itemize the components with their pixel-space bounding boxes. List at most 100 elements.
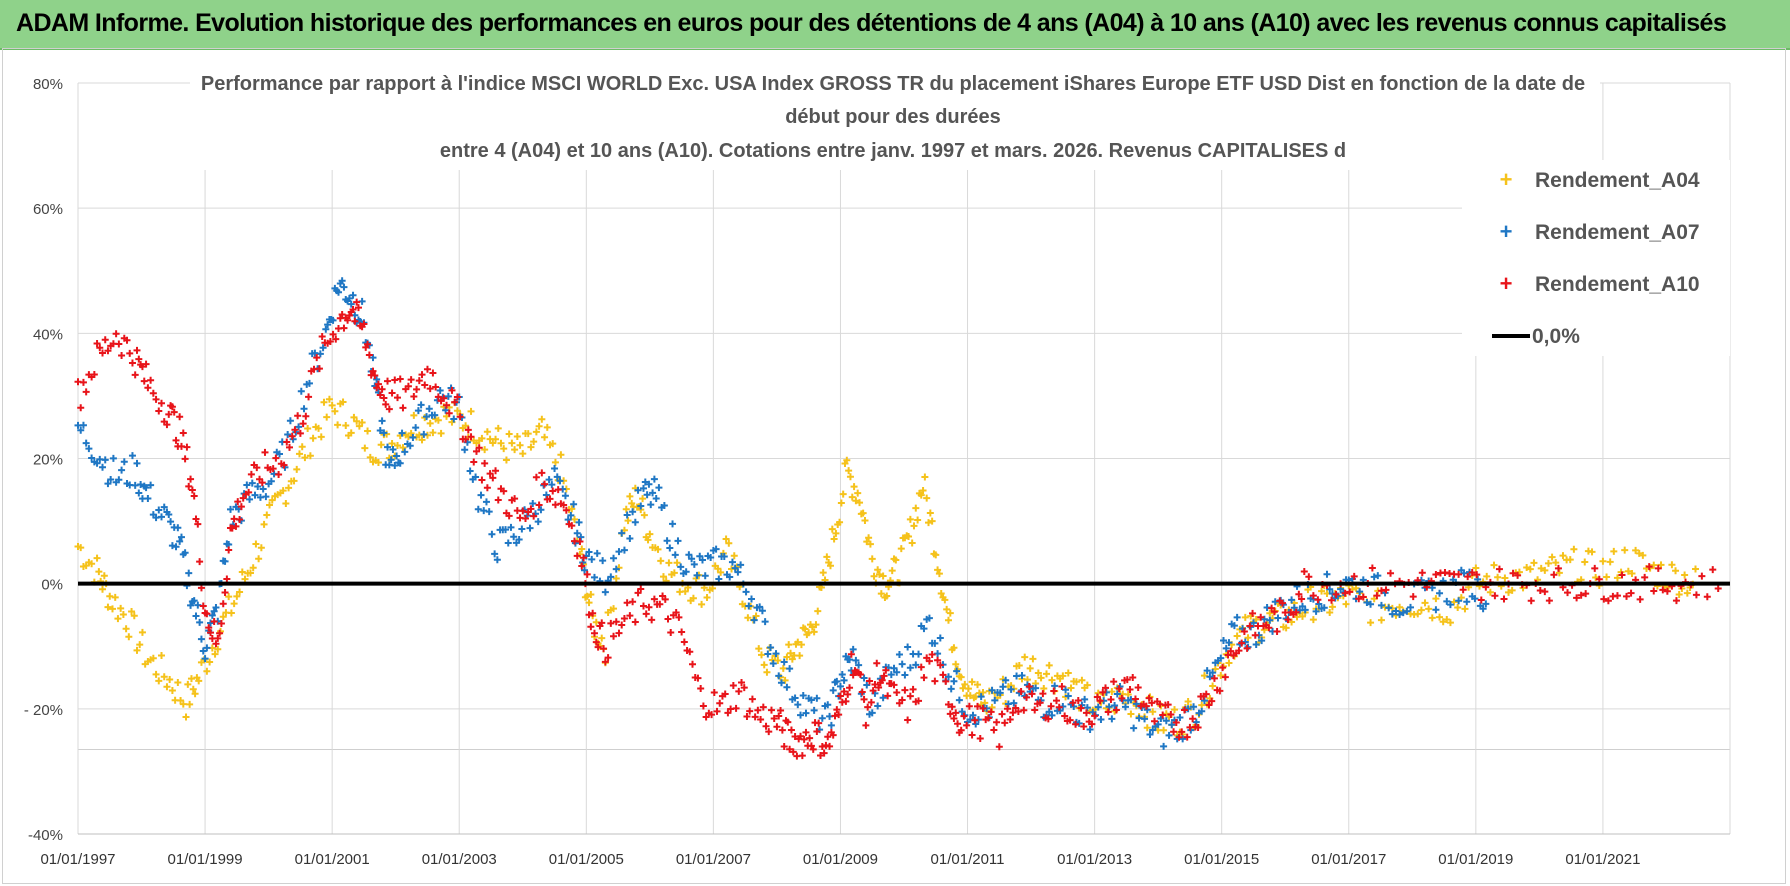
point-rendement_a04 <box>801 625 809 633</box>
legend: + Rendement_A04 + Rendement_A07 + Rendem… <box>1492 167 1700 348</box>
point-rendement_a10 <box>787 726 795 734</box>
point-rendement_a10 <box>770 714 778 722</box>
point-rendement_a10 <box>842 697 850 705</box>
legend-label-zero: 0,0% <box>1532 325 1580 348</box>
point-rendement_a07 <box>1010 699 1018 707</box>
point-rendement_a04 <box>189 685 197 693</box>
y-tick-label: 0% <box>41 577 63 594</box>
point-rendement_a10 <box>138 363 146 371</box>
point-rendement_a04 <box>598 634 606 642</box>
point-rendement_a04 <box>1029 655 1037 663</box>
point-rendement_a10 <box>1270 608 1278 616</box>
point-rendement_a04 <box>541 433 549 441</box>
point-rendement_a04 <box>434 416 442 424</box>
point-rendement_a04 <box>117 604 125 612</box>
point-rendement_a07 <box>1048 711 1056 719</box>
point-rendement_a10 <box>612 618 620 626</box>
point-rendement_a07 <box>824 701 832 709</box>
point-rendement_a07 <box>791 694 799 702</box>
point-rendement_a10 <box>378 385 386 393</box>
point-rendement_a04 <box>309 434 317 442</box>
point-rendement_a04 <box>644 536 652 544</box>
point-rendement_a10 <box>759 703 767 711</box>
point-rendement_a07 <box>248 479 256 487</box>
point-rendement_a10 <box>786 745 794 753</box>
point-rendement_a10 <box>984 714 992 722</box>
point-rendement_a10 <box>751 713 759 721</box>
point-rendement_a07 <box>482 498 490 506</box>
point-rendement_a10 <box>225 546 233 554</box>
point-rendement_a07 <box>1241 638 1249 646</box>
point-rendement_a10 <box>1148 699 1156 707</box>
point-rendement_a04 <box>578 545 586 553</box>
point-rendement_a04 <box>1198 701 1206 709</box>
point-rendement_a10 <box>280 461 288 469</box>
point-rendement_a10 <box>813 728 821 736</box>
point-rendement_a04 <box>1209 682 1217 690</box>
point-rendement_a04 <box>583 592 591 600</box>
point-rendement_a10 <box>560 501 568 509</box>
point-rendement_a07 <box>860 674 868 682</box>
point-rendement_a04 <box>1672 567 1680 575</box>
point-rendement_a07 <box>85 445 93 453</box>
point-rendement_a07 <box>196 618 204 626</box>
point-rendement_a10 <box>974 702 982 710</box>
point-rendement_a10 <box>1300 568 1308 576</box>
point-rendement_a10 <box>858 688 866 696</box>
point-rendement_a10 <box>748 695 756 703</box>
point-rendement_a04 <box>814 607 822 615</box>
point-rendement_a10 <box>601 658 609 666</box>
point-rendement_a04 <box>263 511 271 519</box>
point-rendement_a07 <box>1179 735 1187 743</box>
point-rendement_a10 <box>1246 622 1254 630</box>
point-rendement_a10 <box>1104 708 1112 716</box>
x-tick-label: 01/01/2007 <box>676 851 751 868</box>
point-rendement_a04 <box>174 678 182 686</box>
point-rendement_a04 <box>865 534 873 542</box>
point-rendement_a10 <box>1550 571 1558 579</box>
point-rendement_a10 <box>942 677 950 685</box>
point-rendement_a04 <box>585 599 593 607</box>
point-rendement_a07 <box>502 526 510 534</box>
point-rendement_a10 <box>585 611 593 619</box>
point-rendement_a10 <box>1009 709 1017 717</box>
point-rendement_a04 <box>407 429 415 437</box>
point-rendement_a04 <box>492 435 500 443</box>
point-rendement_a07 <box>548 481 556 489</box>
point-rendement_a04 <box>1472 564 1480 572</box>
point-rendement_a10 <box>629 598 637 606</box>
point-rendement_a10 <box>315 365 323 373</box>
series-rendement_a04 <box>74 395 1700 739</box>
point-rendement_a10 <box>223 575 231 583</box>
point-rendement_a10 <box>126 349 134 357</box>
point-rendement_a07 <box>160 503 168 511</box>
point-rendement_a04 <box>437 429 445 437</box>
point-rendement_a07 <box>643 491 651 499</box>
point-rendement_a07 <box>879 694 887 702</box>
point-rendement_a04 <box>410 411 418 419</box>
point-rendement_a10 <box>462 435 470 443</box>
point-rendement_a10 <box>1659 586 1667 594</box>
point-rendement_a10 <box>1477 596 1485 604</box>
point-rendement_a04 <box>331 407 339 415</box>
point-rendement_a10 <box>724 709 732 717</box>
point-rendement_a07 <box>417 401 425 409</box>
point-rendement_a10 <box>713 707 721 715</box>
point-rendement_a10 <box>1131 695 1139 703</box>
point-rendement_a10 <box>600 645 608 653</box>
point-rendement_a10 <box>364 340 372 348</box>
point-rendement_a10 <box>470 458 478 466</box>
point-rendement_a10 <box>906 692 914 700</box>
point-rendement_a10 <box>880 672 888 680</box>
point-rendement_a10 <box>478 476 486 484</box>
point-rendement_a10 <box>239 494 247 502</box>
point-rendement_a10 <box>784 718 792 726</box>
point-rendement_a07 <box>553 473 561 481</box>
point-rendement_a04 <box>794 638 802 646</box>
point-rendement_a04 <box>1599 557 1607 565</box>
point-rendement_a10 <box>291 426 299 434</box>
point-rendement_a10 <box>236 515 244 523</box>
point-rendement_a07 <box>769 659 777 667</box>
point-rendement_a04 <box>874 566 882 574</box>
point-rendement_a04 <box>230 600 238 608</box>
